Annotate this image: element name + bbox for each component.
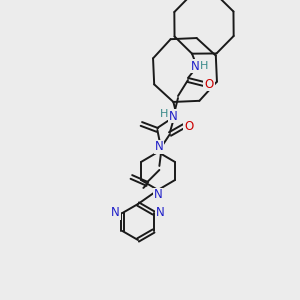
Text: N: N bbox=[190, 59, 200, 73]
Text: N: N bbox=[169, 110, 177, 122]
Text: N: N bbox=[154, 140, 164, 154]
Text: H: H bbox=[200, 61, 208, 71]
Text: N: N bbox=[154, 188, 162, 202]
Text: N: N bbox=[111, 206, 120, 220]
Text: O: O bbox=[204, 77, 214, 91]
Text: O: O bbox=[184, 119, 194, 133]
Text: H: H bbox=[160, 109, 168, 119]
Text: N: N bbox=[156, 206, 165, 220]
